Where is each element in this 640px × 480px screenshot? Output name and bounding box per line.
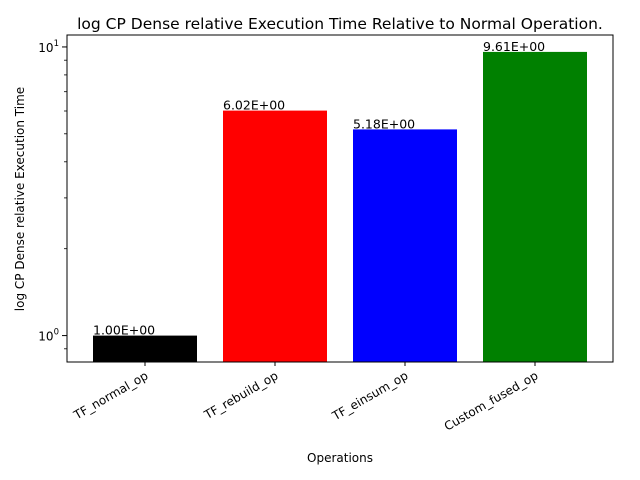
plot-frame — [66, 34, 614, 363]
x-tick-label: TF_einsum_op — [329, 368, 411, 423]
data-label: 9.61E+00 — [483, 39, 545, 54]
data-label: 1.00E+00 — [93, 323, 155, 338]
y-tick-label: 101 — [38, 39, 59, 55]
data-labels-layer: 1.00E+00 6.02E+00 5.18E+00 9.61E+00 — [93, 39, 545, 338]
bar — [483, 51, 587, 363]
y-tick-label: 100 — [38, 328, 59, 344]
x-tick-label: TF_rebuild_op — [201, 368, 281, 422]
bar — [93, 335, 197, 362]
data-label: 6.02E+00 — [223, 98, 285, 113]
x-axis-label: Operations — [307, 451, 373, 465]
x-axis: TF_normal_op TF_rebuild_op TF_einsum_op Cus… — [71, 362, 541, 434]
bars-layer — [93, 51, 587, 363]
data-label: 5.18E+00 — [353, 116, 415, 131]
bar — [223, 110, 327, 362]
chart-title: log CP Dense relative Execution Time Rel… — [77, 15, 603, 33]
bar — [353, 129, 457, 362]
y-axis: 100 101 — [38, 39, 67, 350]
y-axis-label: log CP Dense relative Execution Time — [13, 87, 27, 311]
x-tick-label: Custom_fused_op — [442, 368, 541, 433]
x-tick-label: TF_normal_op — [71, 368, 151, 422]
